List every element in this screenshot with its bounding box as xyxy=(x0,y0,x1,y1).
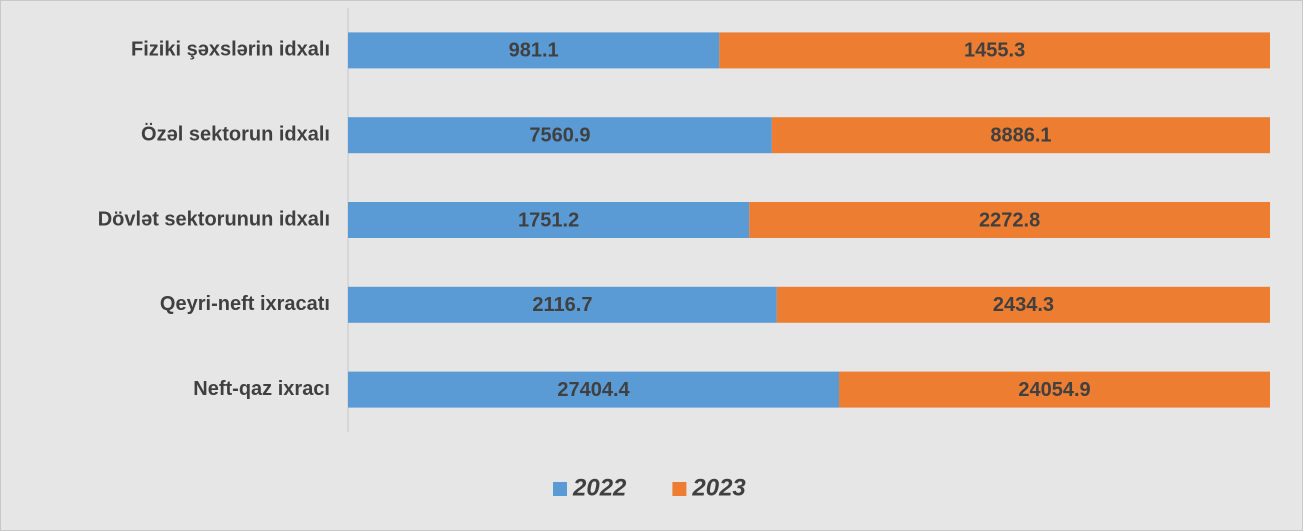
legend-label: 2022 xyxy=(572,474,627,501)
data-label: 27404.4 xyxy=(557,379,630,401)
data-label: 1751.2 xyxy=(518,209,579,231)
bar xyxy=(719,32,1270,69)
bar xyxy=(776,286,1270,323)
bar xyxy=(348,117,772,154)
data-label: 1455.3 xyxy=(964,40,1025,62)
bar xyxy=(839,371,1270,408)
legend-swatch xyxy=(672,482,687,496)
bar xyxy=(348,286,777,323)
data-label: 2116.7 xyxy=(532,294,592,316)
y-tick-label: Fiziki şəxslərin idxalı xyxy=(131,39,330,61)
data-label: 24054.9 xyxy=(1018,379,1090,401)
bar xyxy=(348,202,750,238)
bar xyxy=(749,202,1270,238)
data-label: 7560.9 xyxy=(529,124,590,146)
y-tick-label: Özəl sektorun idxalı xyxy=(141,122,330,145)
data-label: 981.1 xyxy=(509,40,559,62)
data-label: 2272.8 xyxy=(979,209,1040,231)
data-label: 8886.1 xyxy=(990,124,1051,146)
y-tick-label: Qeyri-neft ixracatı xyxy=(160,293,330,315)
bar xyxy=(771,117,1270,154)
y-tick-label: Neft-qaz ixracı xyxy=(193,378,330,400)
legend-swatch xyxy=(553,482,567,496)
data-label: 2434.3 xyxy=(993,294,1054,316)
legend-label: 2023 xyxy=(691,474,746,501)
y-tick-label: Dövlət sektorunun idxalı xyxy=(98,208,330,230)
bar xyxy=(348,371,840,408)
bar xyxy=(348,32,720,69)
